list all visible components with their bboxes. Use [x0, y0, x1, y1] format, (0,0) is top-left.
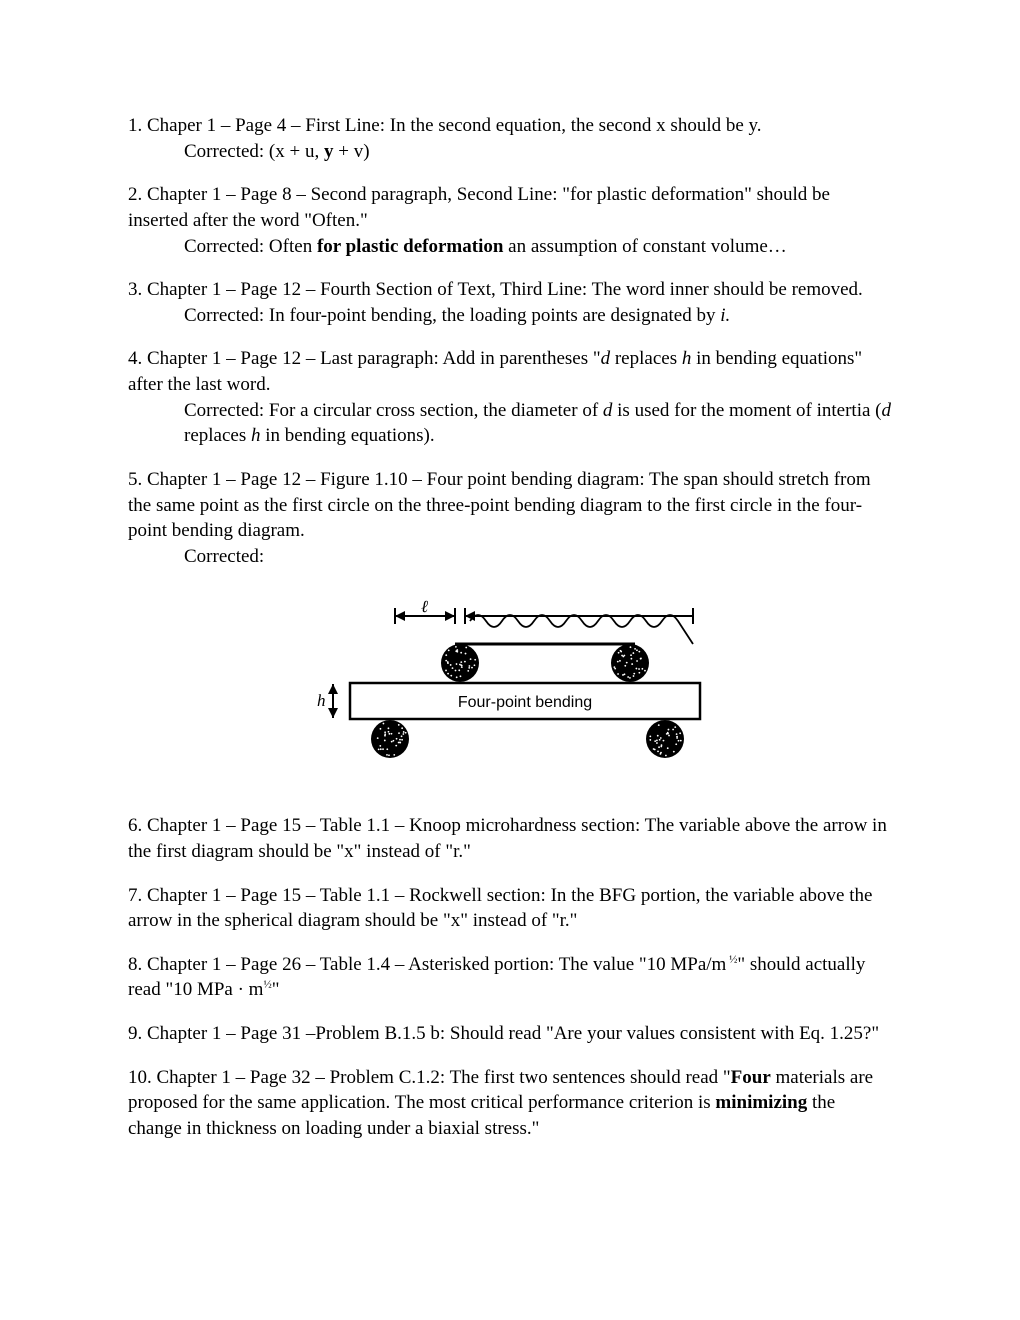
txt: replaces	[184, 425, 251, 446]
txt: "	[272, 979, 280, 1000]
txt: 8. Chapter 1 – Page 26 – Table 1.4 – Ast…	[128, 954, 726, 975]
sup: ½	[726, 953, 737, 965]
item-heading: 8. Chapter 1 – Page 26 – Table 1.4 – Ast…	[128, 952, 892, 1003]
txt-bold: minimizing	[715, 1092, 807, 1113]
dim-span	[465, 608, 693, 624]
errata-item-4: 4. Chapter 1 – Page 12 – Last paragraph:…	[128, 346, 892, 449]
item-correction: Corrected: Often for plastic deformation…	[128, 234, 892, 260]
errata-item-10: 10. Chapter 1 – Page 32 – Problem C.1.2:…	[128, 1065, 892, 1142]
item-heading: 9. Chapter 1 – Page 31 –Problem B.1.5 b:…	[128, 1021, 892, 1047]
item-heading: 10. Chapter 1 – Page 32 – Problem C.1.2:…	[128, 1065, 892, 1142]
item-correction: Corrected: For a circular cross section,…	[128, 398, 892, 449]
sup: ½	[263, 979, 271, 991]
dim-l: ℓ	[395, 597, 455, 624]
item-correction: Corrected:	[128, 544, 892, 570]
item-heading: 2. Chapter 1 – Page 8 – Second paragraph…	[128, 182, 892, 233]
txt-it: d	[603, 400, 613, 421]
txt-it: d	[601, 348, 611, 369]
txt: is used for the moment of intertia (	[612, 400, 881, 421]
dim-h: h	[317, 684, 338, 718]
item-heading: 3. Chapter 1 – Page 12 – Fourth Section …	[128, 277, 892, 303]
corr-bold: for plastic deformation	[317, 236, 503, 257]
txt-it: d	[882, 400, 892, 421]
hatch-icon	[470, 615, 693, 644]
errata-item-3: 3. Chapter 1 – Page 12 – Fourth Section …	[128, 277, 892, 328]
item-heading: 6. Chapter 1 – Page 15 – Table 1.1 – Kno…	[128, 813, 892, 864]
errata-item-8: 8. Chapter 1 – Page 26 – Table 1.4 – Ast…	[128, 952, 892, 1003]
diagram-svg: ℓ Four-point bending h	[295, 588, 725, 778]
beam-label: Four-point bending	[458, 694, 592, 711]
errata-item-1: 1. Chaper 1 – Page 4 – First Line: In th…	[128, 113, 892, 164]
corr-text: Corrected: Often	[184, 236, 317, 257]
dim-h-label: h	[317, 691, 326, 710]
item-heading: 1. Chaper 1 – Page 4 – First Line: In th…	[128, 113, 892, 139]
four-point-bending-diagram: ℓ Four-point bending h	[128, 588, 892, 786]
item-heading: 7. Chapter 1 – Page 15 – Table 1.1 – Roc…	[128, 883, 892, 934]
txt: 4. Chapter 1 – Page 12 – Last paragraph:…	[128, 348, 601, 369]
txt-it: h	[682, 348, 692, 369]
dim-l-label: ℓ	[421, 597, 428, 616]
item-correction: Corrected: (x + u, y + v)	[128, 139, 892, 165]
corr-text: Corrected: (x + u,	[184, 141, 324, 162]
item-heading: 5. Chapter 1 – Page 12 – Figure 1.10 – F…	[128, 467, 892, 544]
corr-suffix: an assumption of constant volume…	[503, 236, 786, 257]
txt-bold: Four	[731, 1067, 771, 1088]
errata-item-2: 2. Chapter 1 – Page 8 – Second paragraph…	[128, 182, 892, 259]
txt: in bending equations).	[260, 425, 434, 446]
item-correction: Corrected: In four-point bending, the lo…	[128, 303, 892, 329]
errata-item-6: 6. Chapter 1 – Page 15 – Table 1.1 – Kno…	[128, 813, 892, 864]
corr-ital: i.	[720, 305, 730, 326]
corr-text: Corrected:	[184, 546, 264, 567]
corr-suffix: + v)	[333, 141, 369, 162]
txt: Corrected: For a circular cross section,…	[184, 400, 603, 421]
corr-text: Corrected: In four-point bending, the lo…	[184, 305, 720, 326]
item-heading: 4. Chapter 1 – Page 12 – Last paragraph:…	[128, 346, 892, 397]
errata-item-9: 9. Chapter 1 – Page 31 –Problem B.1.5 b:…	[128, 1021, 892, 1047]
txt: 10. Chapter 1 – Page 32 – Problem C.1.2:…	[128, 1067, 731, 1088]
errata-item-7: 7. Chapter 1 – Page 15 – Table 1.1 – Roc…	[128, 883, 892, 934]
errata-item-5: 5. Chapter 1 – Page 12 – Figure 1.10 – F…	[128, 467, 892, 570]
txt: replaces	[610, 348, 682, 369]
